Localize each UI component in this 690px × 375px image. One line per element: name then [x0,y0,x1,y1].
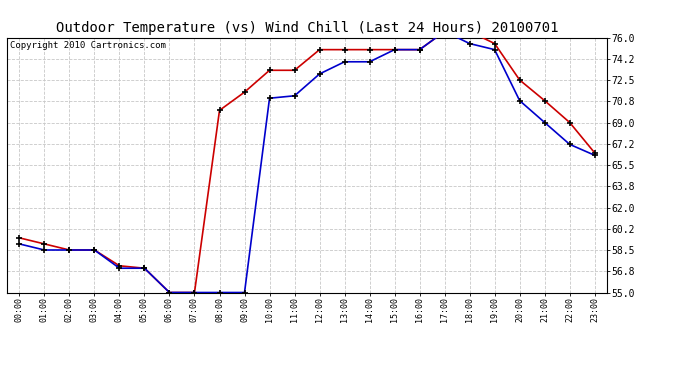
Title: Outdoor Temperature (vs) Wind Chill (Last 24 Hours) 20100701: Outdoor Temperature (vs) Wind Chill (Las… [56,21,558,35]
Text: Copyright 2010 Cartronics.com: Copyright 2010 Cartronics.com [10,41,166,50]
